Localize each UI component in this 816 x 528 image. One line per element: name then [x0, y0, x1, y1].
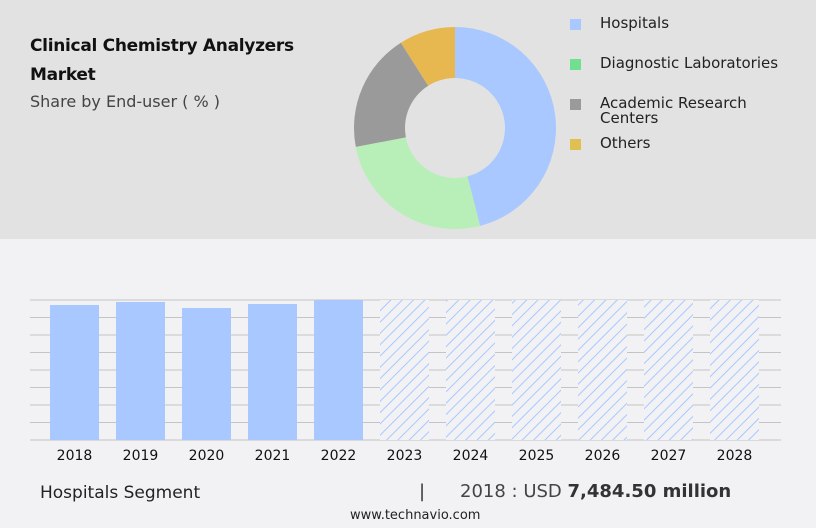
bar-2018: [50, 305, 99, 440]
bar-2020: [182, 308, 231, 440]
value-prefix: 2018 : USD: [460, 481, 562, 502]
legend-swatch: [570, 139, 581, 150]
x-tick-label: 2023: [387, 448, 423, 464]
x-tick-label: 2025: [519, 448, 555, 464]
legend-label: Academic Research Centers: [600, 94, 747, 127]
donut-slice-others: [400, 27, 455, 86]
bar-forecast-2028: [710, 300, 759, 440]
legend-swatch: [570, 99, 581, 110]
x-tick-label: 2028: [717, 448, 753, 464]
bar-forecast-2026: [578, 300, 627, 440]
bar-forecast-2024: [446, 300, 495, 440]
x-tick-label: 2019: [123, 448, 159, 464]
donut-slice-diagnostic-laboratories: [355, 137, 481, 229]
legend-swatch: [570, 59, 581, 70]
bar-chart: 2018 2019 2020 2021 2022 2023 2024 2025 2026 2027…: [30, 299, 781, 464]
bar-2022: [314, 300, 363, 440]
x-tick-label: 2024: [453, 448, 489, 464]
bar-forecast-2027: [644, 300, 693, 440]
legend-label: Diagnostic Laboratories: [600, 54, 779, 72]
segment-label: Hospitals Segment: [40, 483, 201, 503]
legend-label: Hospitals: [600, 14, 670, 32]
x-tick-label: 2020: [189, 448, 225, 464]
x-tick-label: 2022: [321, 448, 357, 464]
highlight-value: 2018 : USD 7,484.50 million: [460, 481, 731, 502]
legend-swatch: [570, 19, 581, 30]
legend-item-diagnostic-laboratories: Diagnostic Laboratories: [570, 54, 810, 71]
x-tick-label: 2021: [255, 448, 291, 464]
donut-slice-academic-research-centers: [354, 42, 429, 147]
bar-forecast-2025: [512, 300, 561, 440]
bar-forecast-2023: [380, 300, 429, 440]
legend-item-others: Others: [570, 134, 810, 151]
footer-separator: |: [419, 481, 426, 502]
x-tick-label: 2018: [57, 448, 93, 464]
bar-2021: [248, 304, 297, 440]
value-amount: 7,484.50 million: [567, 481, 732, 502]
legend-label: Others: [600, 134, 651, 152]
legend-item-hospitals: Hospitals: [570, 14, 810, 31]
source-url: www.technavio.com: [350, 508, 481, 523]
x-tick-label: 2026: [585, 448, 621, 464]
page-subtitle: Share by End-user ( % ): [30, 92, 220, 111]
page-title: Clinical Chemistry Analyzers Market: [30, 36, 294, 85]
bar-2019: [116, 302, 165, 440]
legend-item-academic-research-centers: Academic Research Centers: [570, 94, 810, 126]
x-tick-label: 2027: [651, 448, 687, 464]
donut-chart: [354, 27, 556, 229]
donut-slice-hospitals: [455, 27, 556, 226]
